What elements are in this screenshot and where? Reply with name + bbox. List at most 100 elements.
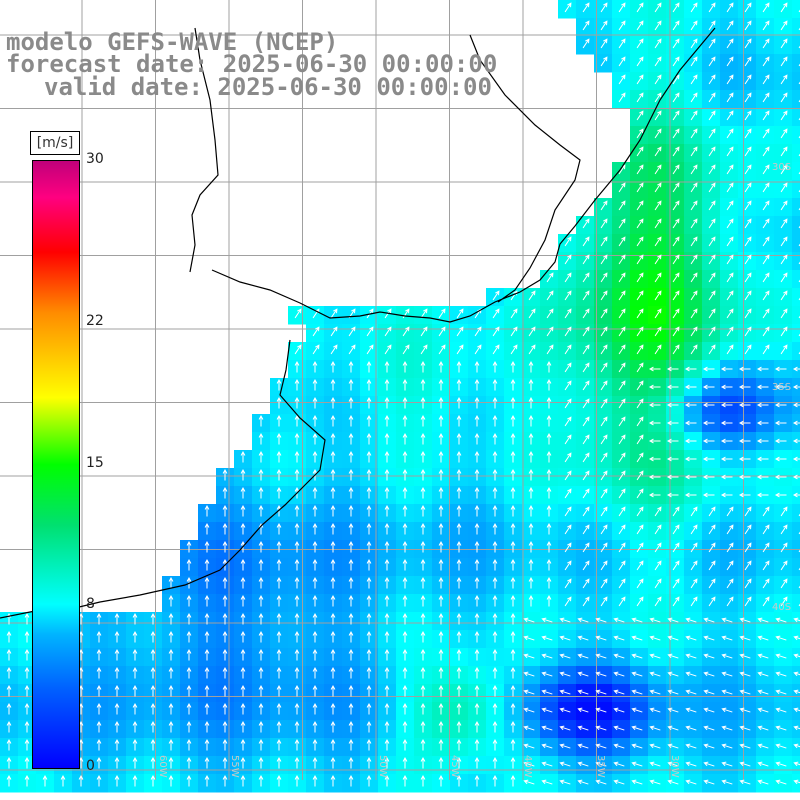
wind-arrow <box>721 761 733 767</box>
wind-arrow <box>474 576 480 589</box>
wind-cell <box>792 90 800 109</box>
wind-arrow <box>690 596 698 607</box>
wind-arrow <box>793 707 800 713</box>
wind-arrow <box>738 384 751 390</box>
wind-arrow <box>618 596 626 607</box>
wind-arrow <box>762 272 770 283</box>
wind-arrow <box>456 702 462 715</box>
wind-arrow <box>528 308 536 319</box>
wind-arrow <box>762 164 770 175</box>
wind-cell <box>792 36 800 55</box>
wind-arrow <box>636 128 644 139</box>
wind-arrow <box>703 707 715 713</box>
wind-arrow <box>672 560 680 571</box>
wind-arrow <box>510 360 516 373</box>
wind-arrow <box>150 702 156 715</box>
wind-arrow <box>276 396 282 409</box>
wind-arrow <box>384 540 390 553</box>
wind-arrow <box>739 761 751 767</box>
wind-cell <box>792 270 800 289</box>
wind-arrow <box>312 738 318 751</box>
wind-arrow <box>114 702 120 715</box>
wind-arrow <box>348 486 354 499</box>
wind-arrow <box>240 630 246 643</box>
wind-arrow <box>739 617 751 623</box>
wind-arrow <box>564 344 572 355</box>
wind-arrow <box>366 396 372 409</box>
wind-arrow <box>6 666 12 679</box>
wind-arrow <box>636 272 644 283</box>
wind-arrow <box>582 20 590 31</box>
wind-arrow <box>690 506 698 517</box>
wind-arrow <box>6 774 12 787</box>
wind-arrow <box>510 326 518 337</box>
wind-arrow <box>384 756 390 769</box>
wind-arrow <box>636 38 644 49</box>
wind-arrow <box>582 542 590 553</box>
wind-arrow <box>690 20 698 31</box>
wind-arrow <box>348 414 354 427</box>
wind-arrow <box>685 635 697 641</box>
wind-arrow <box>438 450 444 463</box>
wind-arrow <box>756 474 769 480</box>
wind-arrow <box>780 578 788 589</box>
wind-arrow <box>204 702 210 715</box>
wind-arrow <box>649 671 661 677</box>
wind-arrow <box>582 560 590 571</box>
wind-arrow <box>559 617 571 623</box>
wind-arrow <box>582 362 590 373</box>
wind-arrow <box>330 450 336 463</box>
wind-arrow <box>168 666 174 679</box>
wind-arrow <box>294 612 300 625</box>
wind-arrow <box>600 506 608 517</box>
wind-arrow <box>438 378 444 391</box>
wind-arrow <box>636 92 644 103</box>
wind-arrow <box>222 630 228 643</box>
wind-arrow <box>756 420 769 426</box>
map-labels: 60W 55W 50W 45W 40W 35W 30W 30S 35S 40S <box>157 162 791 778</box>
wind-arrow <box>240 450 246 463</box>
wind-arrow <box>474 558 480 571</box>
wind-arrow <box>684 492 697 498</box>
wind-arrow <box>312 684 318 697</box>
wind-arrow <box>456 308 464 319</box>
wind-arrow <box>721 743 733 749</box>
wind-arrow <box>312 540 318 553</box>
wind-arrow <box>294 630 300 643</box>
wind-arrow <box>582 398 590 409</box>
wind-arrow <box>708 110 716 121</box>
wind-arrow <box>690 236 698 247</box>
wind-arrow <box>510 396 516 409</box>
wind-arrow <box>96 720 102 733</box>
wind-arrow <box>618 578 626 589</box>
wind-arrow <box>726 20 734 31</box>
wind-arrow <box>546 576 552 589</box>
wind-cell <box>792 108 800 127</box>
wind-arrow <box>582 380 590 391</box>
wind-arrow <box>721 779 733 785</box>
wind-arrow <box>582 38 590 49</box>
wind-arrow <box>222 486 228 499</box>
wind-arrow <box>132 774 138 787</box>
wind-arrow <box>618 38 626 49</box>
wind-arrow <box>654 506 662 517</box>
wind-arrow <box>618 524 626 535</box>
wind-cell <box>792 504 800 523</box>
wind-arrow <box>402 432 408 445</box>
wind-arrow <box>744 542 752 553</box>
wind-arrow <box>685 671 697 677</box>
wind-arrow <box>330 648 336 661</box>
wind-arrow <box>684 474 697 480</box>
wind-arrow <box>702 420 715 426</box>
wind-cell <box>792 576 800 595</box>
wind-arrow <box>757 653 769 659</box>
wind-arrow <box>690 2 698 13</box>
wind-arrow <box>780 236 788 247</box>
wind-arrow <box>168 576 174 589</box>
wind-arrow <box>762 254 770 265</box>
wind-cell <box>792 144 800 163</box>
wind-arrow <box>258 432 264 445</box>
wind-arrow <box>168 720 174 733</box>
lat-label: 40S <box>772 602 791 613</box>
wind-arrow <box>78 774 84 787</box>
